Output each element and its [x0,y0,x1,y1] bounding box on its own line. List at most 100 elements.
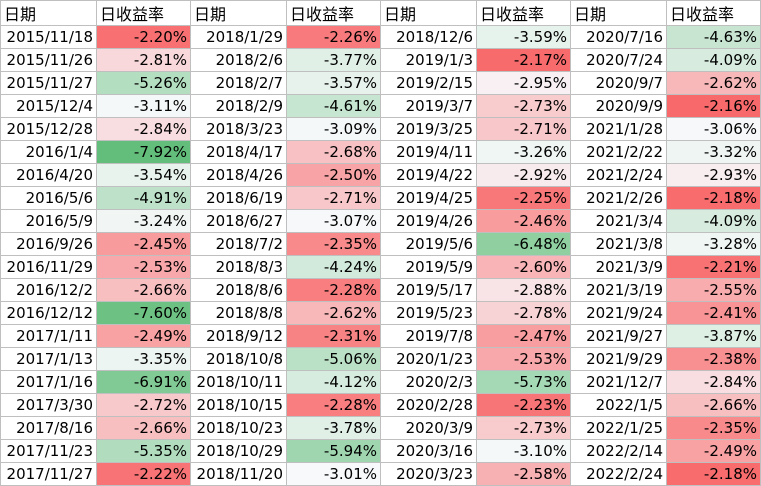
daily-return-cell[interactable]: -2.26% [286,25,381,49]
date-cell[interactable]: 2020/7/16 [570,25,667,49]
date-cell[interactable]: 2019/4/26 [380,209,477,233]
daily-return-cell[interactable]: -3.26% [476,140,571,164]
daily-return-cell[interactable]: -3.07% [286,209,381,233]
date-cell[interactable]: 2022/1/25 [570,416,667,440]
daily-return-cell[interactable]: -5.73% [476,370,571,394]
daily-return-cell[interactable]: -4.09% [666,48,761,72]
date-cell[interactable]: 2018/10/11 [190,370,287,394]
daily-return-cell[interactable]: -3.09% [286,117,381,141]
date-cell[interactable]: 2016/5/9 [0,209,97,233]
date-cell[interactable]: 2019/5/17 [380,278,477,302]
daily-return-cell[interactable]: -2.46% [476,209,571,233]
daily-return-cell[interactable]: -2.41% [666,301,761,325]
date-cell[interactable]: 2017/1/13 [0,347,97,371]
daily-return-cell[interactable]: -2.62% [666,71,761,95]
date-cell[interactable]: 2016/12/12 [0,301,97,325]
date-cell[interactable]: 2018/8/8 [190,301,287,325]
date-cell[interactable]: 2018/8/3 [190,255,287,279]
date-cell[interactable]: 2017/11/27 [0,462,97,486]
header-date[interactable]: 日期 [380,0,477,26]
date-cell[interactable]: 2021/3/4 [570,209,667,233]
daily-return-cell[interactable]: -3.57% [286,71,381,95]
date-cell[interactable]: 2017/1/16 [0,370,97,394]
daily-return-cell[interactable]: -2.35% [666,416,761,440]
daily-return-cell[interactable]: -5.26% [96,71,191,95]
daily-return-cell[interactable]: -2.22% [96,462,191,486]
date-cell[interactable]: 2018/6/19 [190,186,287,210]
date-cell[interactable]: 2018/6/27 [190,209,287,233]
daily-return-cell[interactable]: -2.16% [666,94,761,118]
date-cell[interactable]: 2015/11/27 [0,71,97,95]
date-cell[interactable]: 2020/3/16 [380,439,477,463]
daily-return-cell[interactable]: -3.35% [96,347,191,371]
daily-return-cell[interactable]: -2.31% [286,324,381,348]
header-date[interactable]: 日期 [570,0,667,26]
daily-return-cell[interactable]: -2.84% [96,117,191,141]
date-cell[interactable]: 2021/2/26 [570,186,667,210]
date-cell[interactable]: 2021/12/7 [570,370,667,394]
daily-return-cell[interactable]: -6.91% [96,370,191,394]
header-daily-return[interactable]: 日收益率 [96,0,191,26]
date-cell[interactable]: 2020/3/9 [380,416,477,440]
daily-return-cell[interactable]: -2.88% [476,278,571,302]
daily-return-cell[interactable]: -2.45% [96,232,191,256]
daily-return-cell[interactable]: -2.18% [666,186,761,210]
date-cell[interactable]: 2019/1/3 [380,48,477,72]
date-cell[interactable]: 2019/4/11 [380,140,477,164]
daily-return-cell[interactable]: -4.09% [666,209,761,233]
header-daily-return[interactable]: 日收益率 [286,0,381,26]
date-cell[interactable]: 2020/3/23 [380,462,477,486]
date-cell[interactable]: 2016/4/20 [0,163,97,187]
daily-return-cell[interactable]: -5.06% [286,347,381,371]
daily-return-cell[interactable]: -4.91% [96,186,191,210]
daily-return-cell[interactable]: -2.50% [286,163,381,187]
date-cell[interactable]: 2020/2/3 [380,370,477,394]
date-cell[interactable]: 2019/7/8 [380,324,477,348]
daily-return-cell[interactable]: -5.35% [96,439,191,463]
daily-return-cell[interactable]: -3.78% [286,416,381,440]
daily-return-cell[interactable]: -2.49% [666,439,761,463]
date-cell[interactable]: 2019/5/6 [380,232,477,256]
date-cell[interactable]: 2016/1/4 [0,140,97,164]
date-cell[interactable]: 2016/12/2 [0,278,97,302]
daily-return-cell[interactable]: -2.28% [286,393,381,417]
daily-return-cell[interactable]: -2.60% [476,255,571,279]
date-cell[interactable]: 2018/7/2 [190,232,287,256]
date-cell[interactable]: 2016/5/6 [0,186,97,210]
daily-return-cell[interactable]: -2.93% [666,163,761,187]
date-cell[interactable]: 2021/2/22 [570,140,667,164]
date-cell[interactable]: 2019/3/7 [380,94,477,118]
date-cell[interactable]: 2018/9/12 [190,324,287,348]
daily-return-cell[interactable]: -2.95% [476,71,571,95]
daily-return-cell[interactable]: -2.66% [666,393,761,417]
date-cell[interactable]: 2021/9/24 [570,301,667,325]
date-cell[interactable]: 2020/1/23 [380,347,477,371]
header-date[interactable]: 日期 [0,0,97,26]
daily-return-cell[interactable]: -2.28% [286,278,381,302]
date-cell[interactable]: 2020/9/7 [570,71,667,95]
daily-return-cell[interactable]: -3.54% [96,163,191,187]
date-cell[interactable]: 2019/4/22 [380,163,477,187]
date-cell[interactable]: 2018/2/7 [190,71,287,95]
daily-return-cell[interactable]: -2.71% [476,117,571,141]
daily-return-cell[interactable]: -2.53% [96,255,191,279]
date-cell[interactable]: 2016/11/29 [0,255,97,279]
daily-return-cell[interactable]: -2.38% [666,347,761,371]
date-cell[interactable]: 2018/3/23 [190,117,287,141]
date-cell[interactable]: 2017/3/30 [0,393,97,417]
date-cell[interactable]: 2019/3/25 [380,117,477,141]
date-cell[interactable]: 2021/3/19 [570,278,667,302]
date-cell[interactable]: 2021/9/27 [570,324,667,348]
date-cell[interactable]: 2018/2/6 [190,48,287,72]
date-cell[interactable]: 2015/12/4 [0,94,97,118]
date-cell[interactable]: 2018/10/8 [190,347,287,371]
daily-return-cell[interactable]: -2.66% [96,278,191,302]
daily-return-cell[interactable]: -3.87% [666,324,761,348]
date-cell[interactable]: 2018/4/26 [190,163,287,187]
date-cell[interactable]: 2020/7/24 [570,48,667,72]
daily-return-cell[interactable]: -4.12% [286,370,381,394]
daily-return-cell[interactable]: -3.10% [476,439,571,463]
date-cell[interactable]: 2017/1/11 [0,324,97,348]
daily-return-cell[interactable]: -3.11% [96,94,191,118]
daily-return-cell[interactable]: -2.73% [476,416,571,440]
